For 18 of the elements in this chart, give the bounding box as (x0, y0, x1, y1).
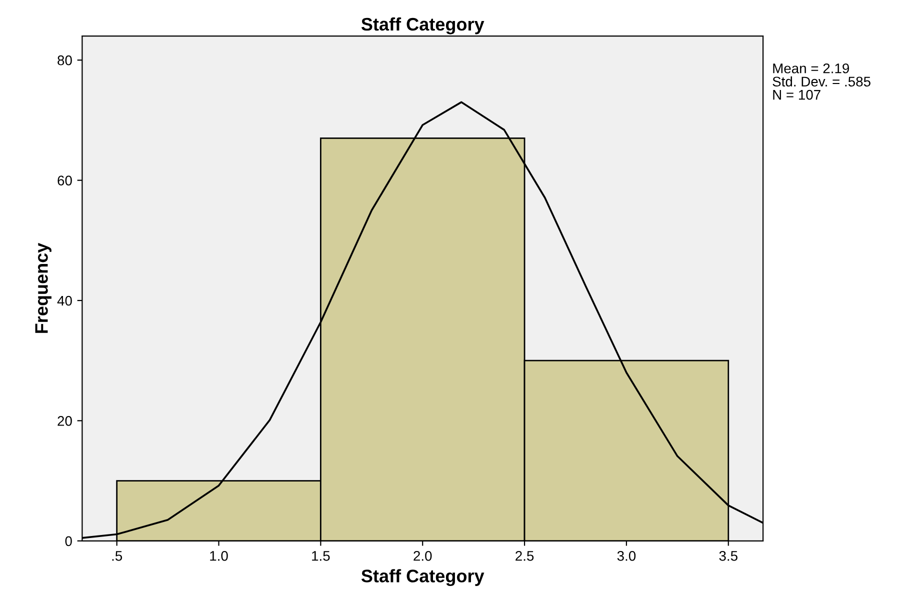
text: Std. Dev. = .585 (772, 76, 870, 87)
x-axis-title: Staff Category (361, 569, 484, 586)
y-tick-label: 0 (65, 536, 72, 546)
x-tick-label: 1.0 (210, 550, 228, 561)
y-tick-label: 40 (57, 296, 72, 306)
text: N = 107 (773, 90, 820, 100)
x-tick-label: 2.5 (516, 550, 534, 561)
x-tick-label: 3.0 (617, 550, 636, 561)
text: Mean = 2.19 (773, 63, 850, 74)
y-tick-label: 20 (58, 416, 72, 426)
y-axis-title: Frequency (35, 242, 52, 333)
chart-title: Staff Category (361, 17, 484, 34)
x-tick-label: .5 (112, 551, 122, 561)
y-tick-label: 80 (58, 55, 72, 66)
x-tick-label: 1.5 (312, 551, 330, 561)
x-tick-label: 3.5 (719, 550, 738, 561)
x-tick-label: 2.0 (414, 550, 432, 561)
y-tick-label: 60 (58, 176, 72, 186)
